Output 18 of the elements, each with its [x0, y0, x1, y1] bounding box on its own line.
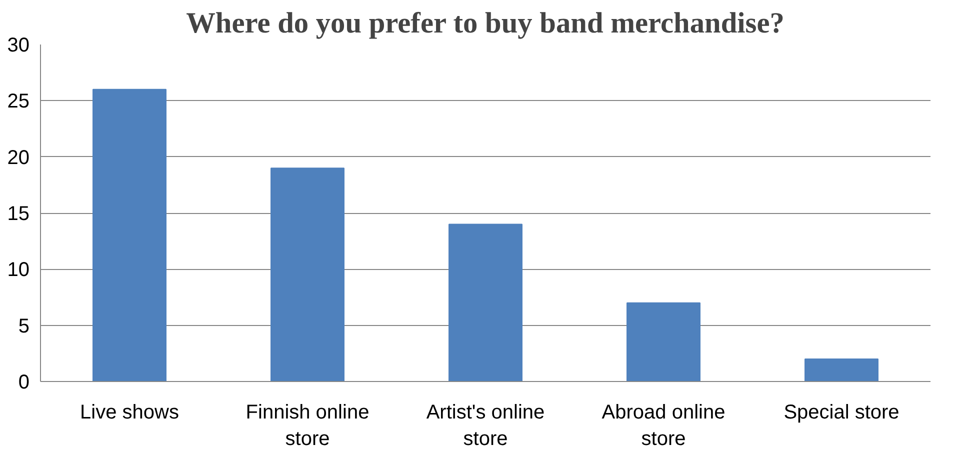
- x-tick-label: Finnish online store: [246, 402, 370, 450]
- x-tick-label: Artist's online store: [426, 402, 545, 450]
- x-tick-label: Live shows: [80, 402, 179, 424]
- bar: [448, 224, 522, 382]
- y-tick-label: 5: [18, 315, 30, 338]
- y-tick-label: 0: [18, 372, 30, 394]
- y-tick-label: 15: [7, 203, 30, 225]
- x-tick-label: Abroad online store: [602, 402, 726, 450]
- chart-title: Where do you prefer to buy band merchandise?: [186, 8, 784, 40]
- bar: [270, 168, 344, 382]
- y-tick-label: 30: [7, 34, 30, 56]
- y-tick-label: 20: [7, 146, 30, 169]
- y-tick-label: 25: [7, 90, 30, 113]
- bar: [626, 302, 700, 382]
- bar: [804, 358, 878, 382]
- bar: [92, 88, 166, 382]
- y-tick-label: 10: [7, 259, 30, 282]
- x-tick-label: Special store: [784, 402, 900, 424]
